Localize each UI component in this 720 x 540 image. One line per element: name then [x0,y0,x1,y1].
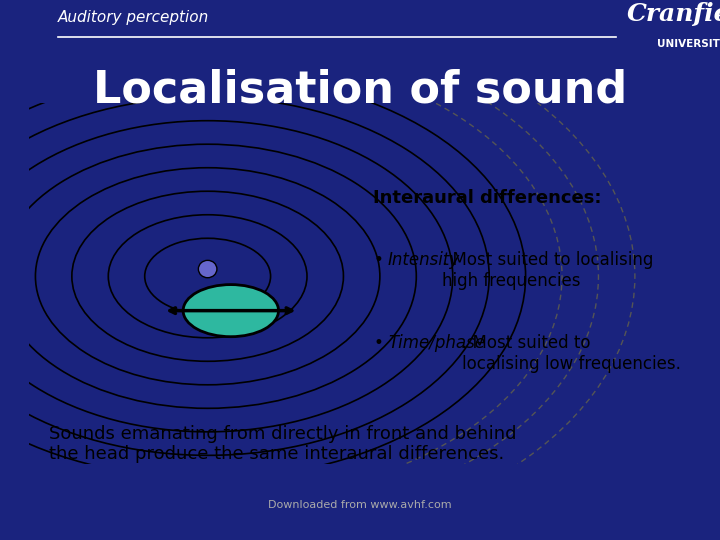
Text: . Most suited to localising
high frequencies: . Most suited to localising high frequen… [442,251,654,290]
Text: Sounds emanating from directly in front and behind
the head produce the same int: Sounds emanating from directly in front … [49,424,516,463]
Circle shape [183,285,279,336]
Ellipse shape [199,260,217,278]
Text: •: • [373,251,383,269]
Text: Interaural differences:: Interaural differences: [373,190,602,207]
Text: UNIVERSITY: UNIVERSITY [657,39,720,49]
Text: Intensity: Intensity [388,251,460,269]
Text: •: • [373,334,383,352]
Text: Time/phase: Time/phase [388,334,485,352]
Text: Localisation of sound: Localisation of sound [93,68,627,111]
Text: . Most suited to
localising low frequencies.: . Most suited to localising low frequenc… [462,334,681,373]
Text: Cranfield: Cranfield [626,2,720,26]
Text: Downloaded from www.avhf.com: Downloaded from www.avhf.com [268,500,452,510]
Text: Auditory perception: Auditory perception [58,10,209,25]
